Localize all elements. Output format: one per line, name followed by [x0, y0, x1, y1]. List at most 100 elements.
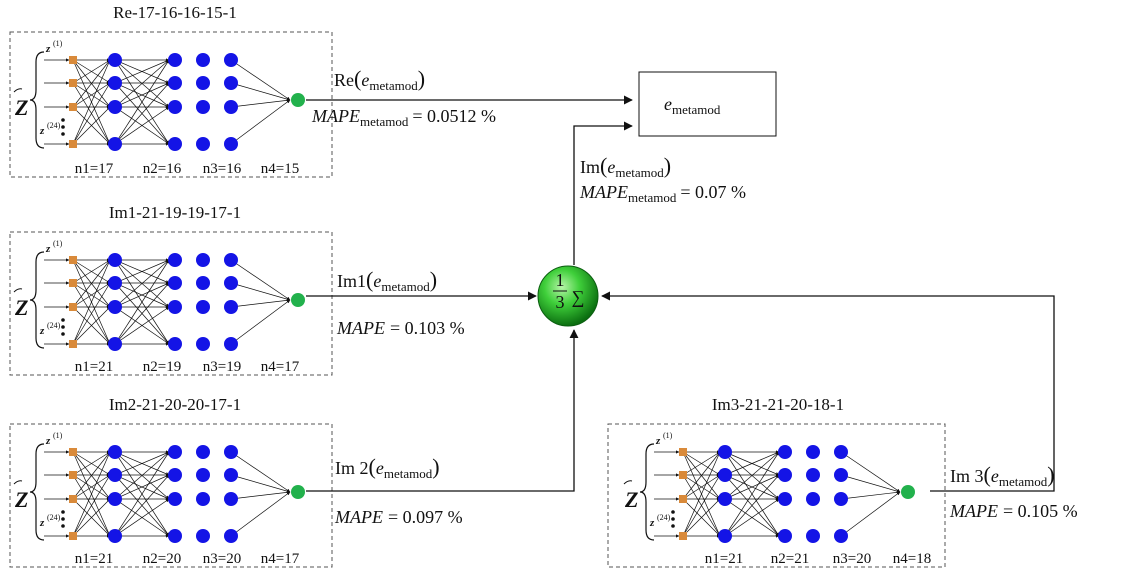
hidden-node [224, 253, 238, 267]
hidden-node [224, 100, 238, 114]
connection [72, 474, 111, 500]
tilde-mark [13, 88, 23, 93]
input-label-first: z [655, 435, 661, 447]
layer-label-n2: n2=21 [771, 551, 809, 567]
hidden-node [196, 492, 210, 506]
connection [230, 59, 291, 101]
tilde-mark [13, 480, 23, 485]
im1-output-label: Im1(emetamod) MAPE = 0.103 % [336, 267, 465, 338]
input-node [69, 256, 77, 264]
connection [682, 474, 721, 500]
tilde-mark [13, 288, 23, 293]
connection [72, 451, 111, 476]
hidden-node [834, 492, 848, 506]
hidden-node [806, 492, 820, 506]
connection [72, 498, 111, 537]
hidden-node [168, 76, 182, 90]
connection [72, 282, 111, 308]
hidden-node [196, 137, 210, 151]
svg-text:Re(emetamod): Re(emetamod) [334, 66, 425, 93]
hidden-node [196, 76, 210, 90]
connection [840, 490, 901, 500]
hidden-node [168, 492, 182, 506]
svg-text:emetamod: emetamod [664, 94, 721, 117]
input-index-last: (24) [47, 513, 61, 522]
svg-text:1: 1 [556, 270, 565, 290]
input-node [69, 303, 77, 311]
ellipsis-dot [61, 510, 65, 514]
input-brace [29, 51, 45, 149]
svg-text:∑: ∑ [572, 287, 585, 307]
hidden-node [224, 445, 238, 459]
connection [724, 451, 780, 537]
hidden-node [806, 529, 820, 543]
layer-label-n3: n3=19 [203, 359, 241, 375]
connection [682, 451, 721, 500]
input-brace [29, 443, 45, 541]
input-label-last: z [39, 125, 45, 137]
input-vector-symbol: Z [14, 295, 28, 320]
input-node [69, 279, 77, 287]
connection [72, 59, 111, 84]
hidden-node [108, 337, 122, 351]
input-index-last: (24) [47, 321, 61, 330]
network-box [9, 231, 333, 376]
input-label-last: z [39, 517, 45, 529]
hidden-node [806, 468, 820, 482]
hidden-node [778, 445, 792, 459]
connection [682, 498, 721, 537]
hidden-node [224, 337, 238, 351]
input-node [69, 79, 77, 87]
hidden-node [718, 492, 732, 506]
flow-arrows [306, 95, 1055, 492]
layer-label-n4: n4=17 [261, 359, 300, 375]
hidden-node [108, 76, 122, 90]
svg-text:MAPE= 0.103 %: MAPE = 0.103 % [336, 318, 465, 338]
connection [72, 259, 111, 284]
connection [230, 491, 291, 537]
input-node [69, 103, 77, 111]
layer-label-n4: n4=17 [261, 551, 300, 567]
input-node [69, 140, 77, 148]
connection [682, 451, 721, 476]
network-title: Im3-21-21-20-18-1 [712, 395, 844, 414]
hidden-node [224, 137, 238, 151]
layer-label-n2: n2=20 [143, 551, 181, 567]
network-title: Im1-21-19-19-17-1 [109, 203, 241, 222]
hidden-node [108, 137, 122, 151]
layer-label-n4: n4=15 [261, 161, 299, 177]
connection [840, 491, 901, 537]
hidden-node [778, 468, 792, 482]
connection [114, 451, 170, 500]
network-re: Re-17-16-16-15-1 Zz (1)z (24) n1=17 n2=16 … [9, 3, 333, 178]
hidden-node [224, 76, 238, 90]
hidden-node [108, 253, 122, 267]
connection [72, 106, 111, 145]
connection [72, 259, 111, 345]
arrow-im2-to-sum [306, 329, 579, 492]
input-node [679, 532, 687, 540]
input-label-first: z [45, 43, 51, 55]
hidden-node [168, 468, 182, 482]
connection [840, 474, 901, 493]
connection [114, 498, 170, 537]
network-box [9, 423, 333, 568]
ellipsis-dot [61, 132, 65, 136]
connection [72, 474, 111, 537]
output-node [291, 485, 305, 499]
input-node [69, 448, 77, 456]
input-brace [639, 443, 655, 541]
connection [724, 474, 780, 537]
svg-text:Im(emetamod): Im(emetamod) [580, 153, 671, 180]
connection [682, 474, 721, 537]
hidden-node [806, 445, 820, 459]
svg-text:MAPEmetamod= 0.07 %: MAPEmetamod = 0.07 % [579, 182, 746, 205]
input-vector-symbol: Z [624, 487, 638, 512]
re-output-label: Re(emetamod) MAPEmetamod = 0.0512 % [311, 66, 496, 129]
hidden-node [168, 137, 182, 151]
connection [724, 451, 780, 476]
input-node [69, 340, 77, 348]
hidden-node [196, 468, 210, 482]
ellipsis-dot [61, 118, 65, 122]
connection [230, 451, 291, 493]
